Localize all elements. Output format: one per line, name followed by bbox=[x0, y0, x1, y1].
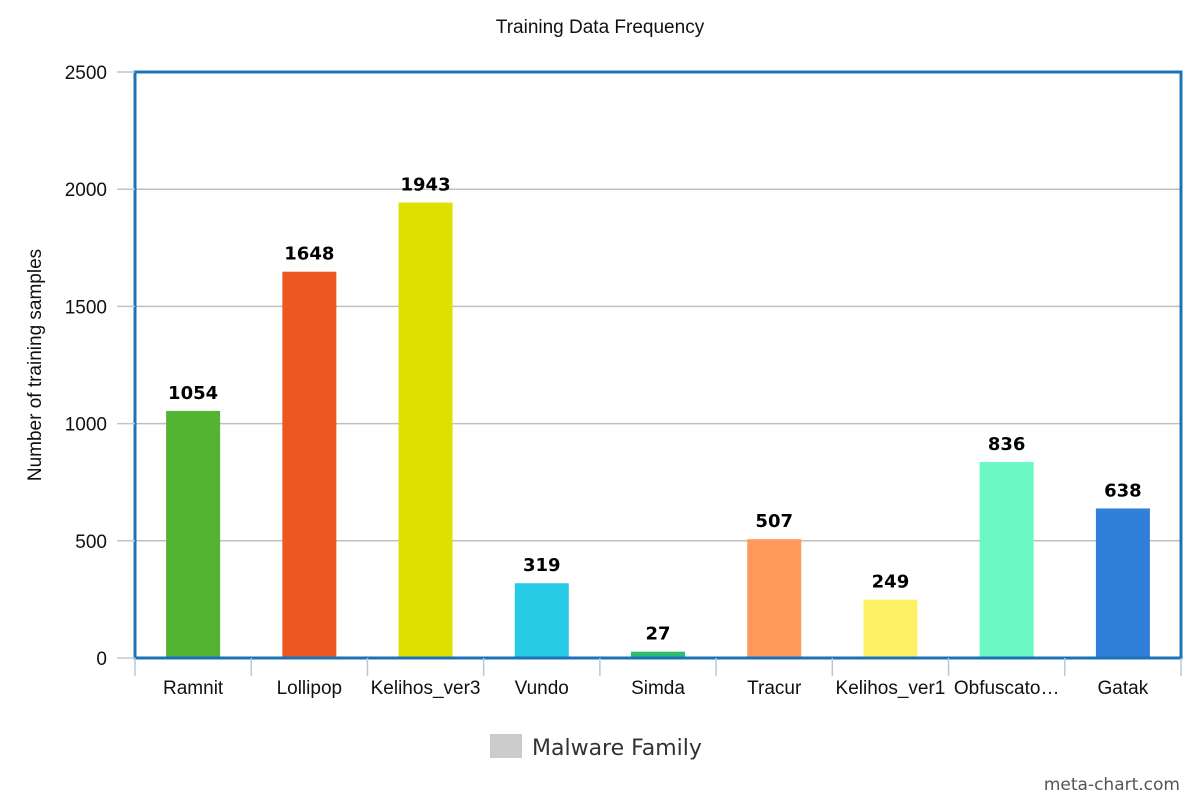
bars bbox=[166, 202, 1150, 659]
bar-8 bbox=[1095, 508, 1150, 658]
legend[interactable]: Malware Family bbox=[490, 734, 702, 761]
y-tick-label: 1000 bbox=[65, 415, 107, 436]
x-tick-label: Vundo bbox=[515, 678, 569, 699]
x-tick-label: Ramnit bbox=[163, 678, 224, 699]
x-tick-label: Kelihos_ver3 bbox=[371, 678, 481, 699]
x-tick-label: Tracur bbox=[747, 678, 802, 699]
y-tick-label: 2500 bbox=[65, 63, 107, 84]
data-label: 1054 bbox=[168, 383, 218, 404]
x-axis-ticks: Ramnit Lollipop Kelihos_ver3 Vundo Simda Trac… bbox=[134, 658, 1182, 699]
data-label: 638 bbox=[1104, 480, 1142, 501]
plot-frame bbox=[133, 70, 1183, 660]
y-tick-label: 1500 bbox=[65, 297, 107, 318]
y-axis-label: Number of training samples bbox=[25, 249, 46, 481]
data-label: 836 bbox=[988, 434, 1026, 455]
chart-title: Training Data Frequency bbox=[496, 17, 705, 38]
bar-1 bbox=[282, 271, 337, 658]
x-tick-label: Lollipop bbox=[277, 678, 343, 699]
bar-5 bbox=[747, 539, 802, 658]
watermark: meta-chart.com bbox=[1044, 775, 1180, 795]
data-label: 249 bbox=[872, 572, 910, 593]
data-label: 1648 bbox=[284, 244, 334, 265]
bar-3 bbox=[514, 583, 569, 658]
bar-2 bbox=[398, 202, 453, 659]
data-label: 507 bbox=[755, 511, 793, 532]
x-tick-label: Obfuscato… bbox=[954, 678, 1060, 699]
data-label: 27 bbox=[645, 624, 670, 645]
data-label: 319 bbox=[523, 555, 561, 576]
legend-swatch[interactable] bbox=[490, 734, 522, 758]
y-tick-label: 0 bbox=[96, 649, 107, 670]
y-tick-label: 500 bbox=[75, 532, 107, 553]
bar-4 bbox=[631, 651, 685, 658]
x-tick-label: Kelihos_ver1 bbox=[836, 678, 946, 699]
y-axis-ticks: 0 500 1000 1500 2000 2500 bbox=[65, 63, 135, 670]
x-tick-label: Simda bbox=[631, 678, 685, 699]
data-label: 1943 bbox=[401, 175, 451, 196]
plot-border bbox=[133, 70, 1183, 660]
bar-6 bbox=[863, 599, 918, 658]
x-tick-label: Gatak bbox=[1098, 678, 1149, 699]
legend-label[interactable]: Malware Family bbox=[532, 736, 702, 761]
bar-7 bbox=[979, 462, 1034, 658]
y-tick-label: 2000 bbox=[65, 180, 107, 201]
data-labels: 1054 1648 1943 319 27 507 249 836 638 bbox=[168, 175, 1142, 645]
bar-0 bbox=[166, 410, 221, 658]
